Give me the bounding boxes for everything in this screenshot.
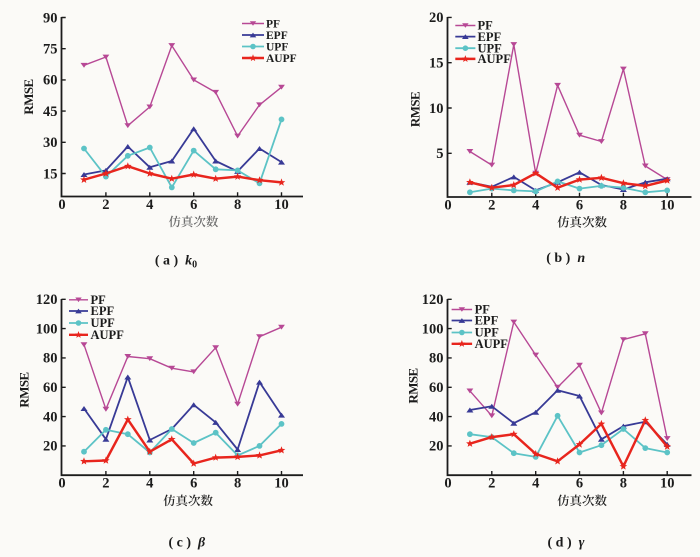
- svg-text:0: 0: [58, 476, 65, 492]
- svg-text:AUPF: AUPF: [91, 328, 125, 342]
- svg-text:20: 20: [43, 439, 58, 455]
- svg-text:6: 6: [190, 197, 197, 213]
- svg-text:45: 45: [43, 104, 58, 120]
- svg-text:60: 60: [429, 380, 444, 396]
- svg-text:PF: PF: [478, 19, 494, 33]
- svg-text:4: 4: [532, 197, 539, 213]
- svg-text:10: 10: [660, 476, 675, 492]
- svg-text:80: 80: [429, 351, 444, 367]
- svg-text:6: 6: [190, 476, 197, 492]
- svg-text:RMSE: RMSE: [21, 79, 36, 114]
- svg-text:15: 15: [429, 56, 444, 72]
- svg-text:6: 6: [576, 476, 583, 492]
- svg-text:0: 0: [444, 197, 451, 213]
- svg-text:PF: PF: [91, 293, 107, 307]
- svg-text:120: 120: [36, 292, 58, 308]
- svg-text:AUPF: AUPF: [475, 337, 509, 351]
- svg-text:AUPF: AUPF: [478, 52, 512, 66]
- svg-text:10: 10: [274, 197, 289, 213]
- svg-text:8: 8: [234, 476, 241, 492]
- svg-text:0: 0: [58, 197, 65, 213]
- svg-text:10: 10: [274, 476, 289, 492]
- svg-text:6: 6: [576, 197, 583, 213]
- svg-text:5: 5: [436, 146, 443, 162]
- svg-text:100: 100: [422, 321, 444, 337]
- svg-text:AUPF: AUPF: [266, 53, 297, 65]
- svg-text:RMSE: RMSE: [408, 92, 423, 127]
- svg-text:4: 4: [146, 197, 153, 213]
- svg-text:UPF: UPF: [266, 42, 288, 54]
- svg-text:PF: PF: [475, 303, 491, 317]
- svg-text:0: 0: [444, 476, 451, 492]
- svg-text:( a ) k0: ( a ) k0: [155, 254, 197, 271]
- svg-text:20: 20: [429, 439, 444, 455]
- svg-text:8: 8: [620, 197, 627, 213]
- svg-text:8: 8: [234, 197, 241, 213]
- svg-text:40: 40: [43, 409, 58, 425]
- svg-text:EPF: EPF: [266, 30, 288, 42]
- svg-text:PF: PF: [266, 19, 280, 31]
- svg-text:10: 10: [660, 197, 675, 213]
- svg-text:2: 2: [488, 476, 495, 492]
- svg-text:60: 60: [43, 380, 58, 396]
- svg-text:120: 120: [422, 292, 444, 308]
- svg-text:EPF: EPF: [478, 30, 502, 44]
- svg-text:4: 4: [146, 476, 153, 492]
- svg-text:90: 90: [43, 10, 58, 26]
- svg-text:( c ) β: ( c ) β: [168, 535, 206, 550]
- svg-text:15: 15: [43, 166, 58, 182]
- svg-text:100: 100: [36, 321, 58, 337]
- svg-text:30: 30: [43, 135, 58, 151]
- svg-text:8: 8: [620, 476, 627, 492]
- svg-text:20: 20: [429, 10, 444, 26]
- svg-text:UPF: UPF: [91, 316, 116, 330]
- svg-text:( d ) γ: ( d ) γ: [548, 536, 585, 551]
- svg-text:80: 80: [43, 351, 58, 367]
- svg-text:UPF: UPF: [478, 41, 503, 55]
- svg-text:EPF: EPF: [475, 314, 499, 328]
- svg-text:2: 2: [102, 476, 109, 492]
- svg-text:10: 10: [429, 101, 444, 117]
- svg-text:RMSE: RMSE: [17, 372, 32, 407]
- svg-text:60: 60: [43, 73, 58, 89]
- svg-text:2: 2: [488, 197, 495, 213]
- svg-text:4: 4: [532, 476, 539, 492]
- svg-text:EPF: EPF: [91, 304, 115, 318]
- svg-text:RMSE: RMSE: [406, 368, 421, 403]
- svg-text:UPF: UPF: [475, 326, 500, 340]
- svg-text:2: 2: [102, 197, 109, 213]
- svg-text:( b ) n: ( b ) n: [546, 251, 585, 266]
- svg-text:75: 75: [43, 42, 58, 58]
- svg-text:40: 40: [429, 409, 444, 425]
